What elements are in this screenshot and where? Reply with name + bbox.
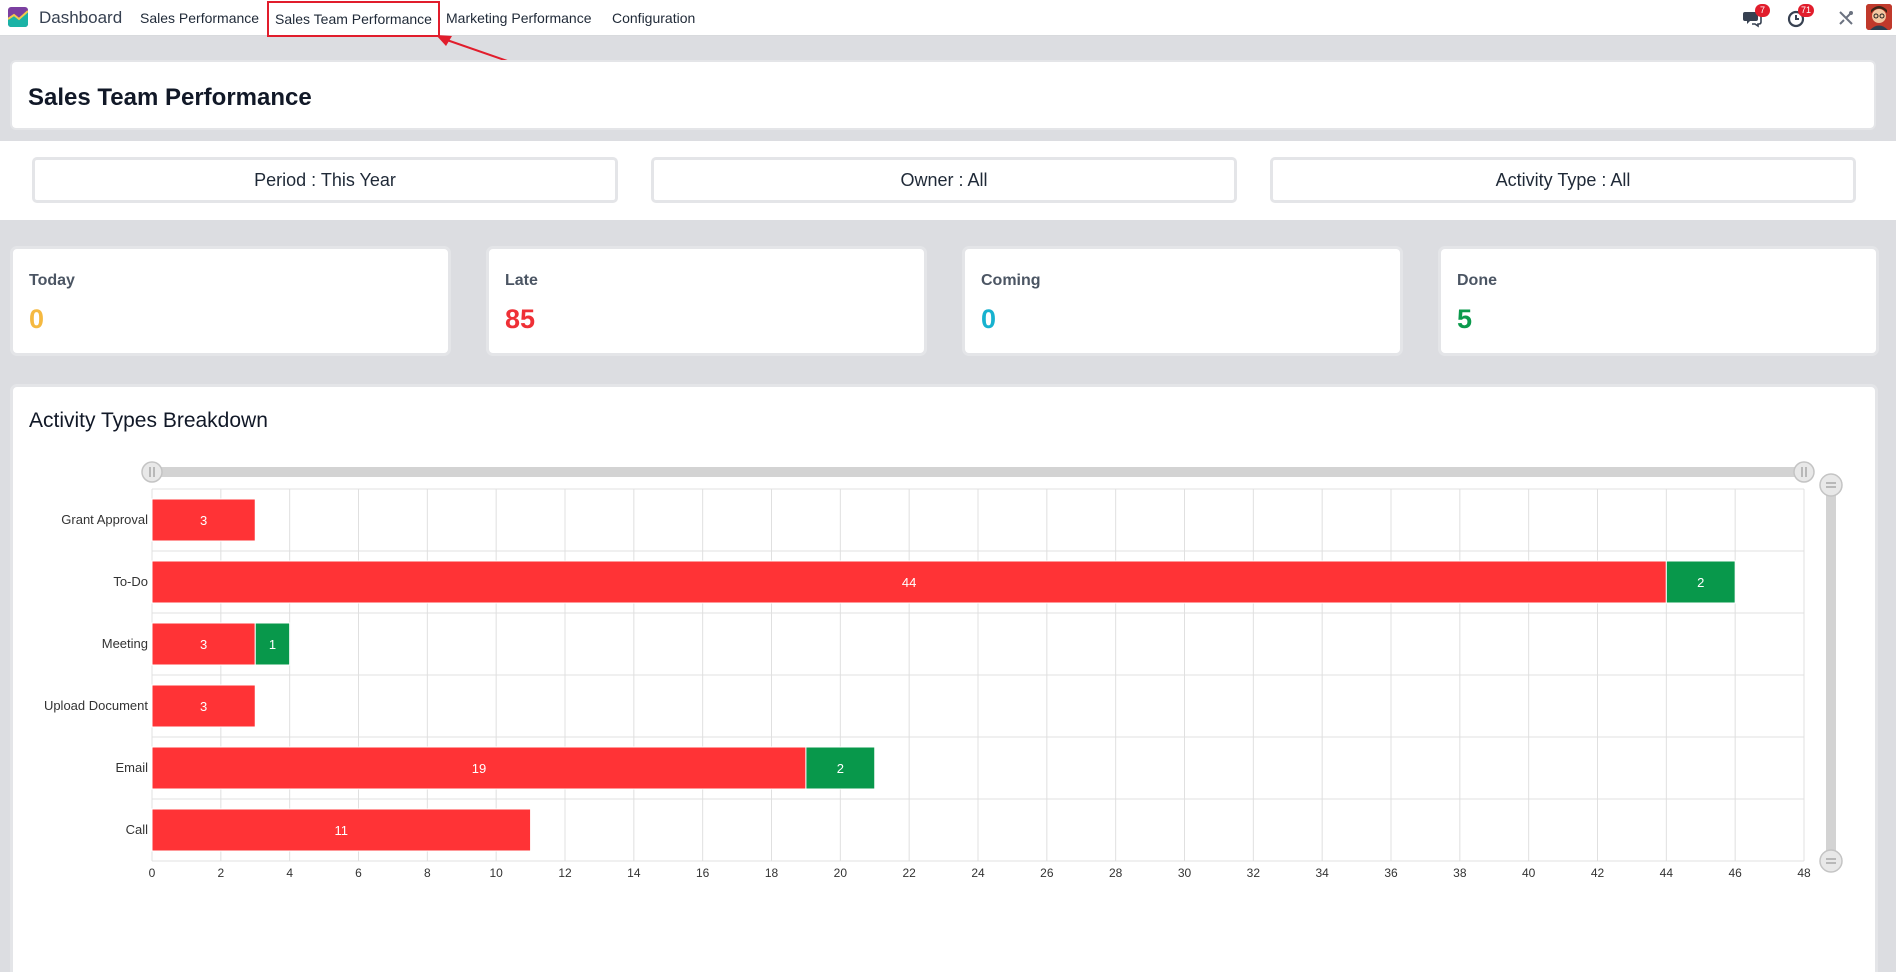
- y-category-label: Grant Approval: [61, 512, 148, 527]
- bar-data-label: 3: [200, 513, 207, 528]
- activities-badge: 71: [1798, 4, 1815, 17]
- messages-badge: 7: [1755, 4, 1770, 17]
- debug-tools-icon[interactable]: [1836, 8, 1856, 28]
- x-tick-label: 22: [902, 866, 916, 880]
- menu-marketing-performance[interactable]: Marketing Performance: [446, 10, 592, 26]
- kpi-card-coming[interactable]: Coming 0: [962, 246, 1403, 356]
- kpi-label: Today: [29, 272, 75, 289]
- dashboard-app-icon[interactable]: [8, 7, 28, 27]
- y-category-label: Upload Document: [44, 698, 148, 713]
- x-tick-label: 8: [424, 866, 431, 880]
- x-tick-label: 16: [696, 866, 710, 880]
- x-tick-label: 4: [286, 866, 293, 880]
- kpi-label: Late: [505, 272, 538, 289]
- period-filter-button[interactable]: Period : This Year: [32, 157, 618, 203]
- y-category-label: Email: [115, 760, 148, 775]
- x-tick-label: 46: [1728, 866, 1742, 880]
- x-tick-label: 6: [355, 866, 362, 880]
- x-tick-label: 14: [627, 866, 641, 880]
- bar-segment: [1665, 560, 1736, 604]
- x-tick-label: 12: [558, 866, 572, 880]
- x-tick-label: 20: [834, 866, 848, 880]
- x-zoom-handle-end[interactable]: [1793, 461, 1815, 483]
- x-tick-label: 26: [1040, 866, 1054, 880]
- bar-segment: [151, 808, 532, 852]
- menu-sales-team-performance[interactable]: Sales Team Performance: [267, 1, 440, 37]
- x-tick-label: 36: [1384, 866, 1398, 880]
- bar-segment: [254, 622, 291, 666]
- bar-data-label: 44: [902, 575, 916, 590]
- y-category-label: To-Do: [113, 574, 148, 589]
- x-tick-label: 32: [1247, 866, 1261, 880]
- x-zoom-slider-track[interactable]: [152, 467, 1804, 477]
- owner-filter-button[interactable]: Owner : All: [651, 157, 1237, 203]
- menu-configuration[interactable]: Configuration: [612, 10, 696, 26]
- x-tick-label: 24: [971, 866, 985, 880]
- activities-clock-icon[interactable]: 71: [1787, 4, 1815, 28]
- y-category-label: Call: [126, 822, 149, 837]
- page-title: Sales Team Performance: [28, 84, 312, 111]
- kpi-value: 85: [505, 304, 536, 334]
- y-category-label: Meeting: [102, 636, 148, 651]
- activity-breakdown-card: Activity Types Breakdown 0 2 4 6 8 10 12 14 16 18…: [10, 384, 1878, 972]
- bar-segment: [805, 746, 876, 790]
- kpi-card-today[interactable]: Today 0: [10, 246, 451, 356]
- activity-type-filter-button[interactable]: Activity Type : All: [1270, 157, 1856, 203]
- x-tick-label: 44: [1660, 866, 1674, 880]
- top-navbar: Dashboard Sales Performance Sales Team P…: [0, 0, 1896, 37]
- page-title-card: Sales Team Performance: [10, 60, 1876, 130]
- x-tick-label: 30: [1178, 866, 1192, 880]
- x-tick-label: 42: [1591, 866, 1605, 880]
- x-tick-label: 40: [1522, 866, 1536, 880]
- filter-bar: Period : This Year Owner : All Activity …: [0, 141, 1896, 220]
- x-tick-label: 34: [1315, 866, 1329, 880]
- bar-segment: [151, 684, 256, 728]
- user-avatar[interactable]: [1866, 4, 1892, 30]
- x-tick-label: 10: [489, 866, 503, 880]
- app-name[interactable]: Dashboard: [39, 8, 123, 27]
- activity-types-bar-chart: 0 2 4 6 8 10 12 14 16 18 20 22 24 26 28 30 32 34 36 38 40 42 4…: [44, 461, 1843, 880]
- bar-data-label: 19: [472, 761, 486, 776]
- y-zoom-handle-end[interactable]: [1819, 849, 1843, 873]
- y-zoom-handle-start[interactable]: [1819, 473, 1843, 497]
- messages-icon[interactable]: 7: [1742, 4, 1770, 28]
- x-tick-label: 2: [217, 866, 224, 880]
- bar-data-label: 2: [837, 761, 844, 776]
- bar-data-label: 3: [200, 637, 207, 652]
- bar-data-label: 3: [200, 699, 207, 714]
- kpi-label: Coming: [981, 272, 1041, 289]
- kpi-label: Done: [1457, 272, 1497, 289]
- kpi-value: 5: [1457, 304, 1473, 334]
- kpi-card-late[interactable]: Late 85: [486, 246, 927, 356]
- kpi-value: 0: [981, 304, 997, 334]
- bar-segment: [151, 498, 256, 542]
- bar-data-label: 11: [335, 823, 349, 838]
- x-tick-label: 48: [1797, 866, 1811, 880]
- kpi-value: 0: [29, 304, 45, 334]
- x-zoom-handle-start[interactable]: [141, 461, 163, 483]
- menu-sales-performance[interactable]: Sales Performance: [140, 10, 260, 26]
- x-tick-label: 18: [765, 866, 779, 880]
- chart-title: Activity Types Breakdown: [29, 409, 268, 432]
- x-tick-label: 0: [149, 866, 156, 880]
- bar-data-label: 1: [269, 637, 276, 652]
- x-tick-label: 38: [1453, 866, 1467, 880]
- kpi-card-done[interactable]: Done 5: [1438, 246, 1879, 356]
- y-zoom-slider-track[interactable]: [1826, 485, 1836, 861]
- x-tick-label: 28: [1109, 866, 1123, 880]
- bar-segment: [151, 622, 256, 666]
- bar-segment: [151, 560, 1667, 604]
- bar-data-label: 2: [1697, 575, 1704, 590]
